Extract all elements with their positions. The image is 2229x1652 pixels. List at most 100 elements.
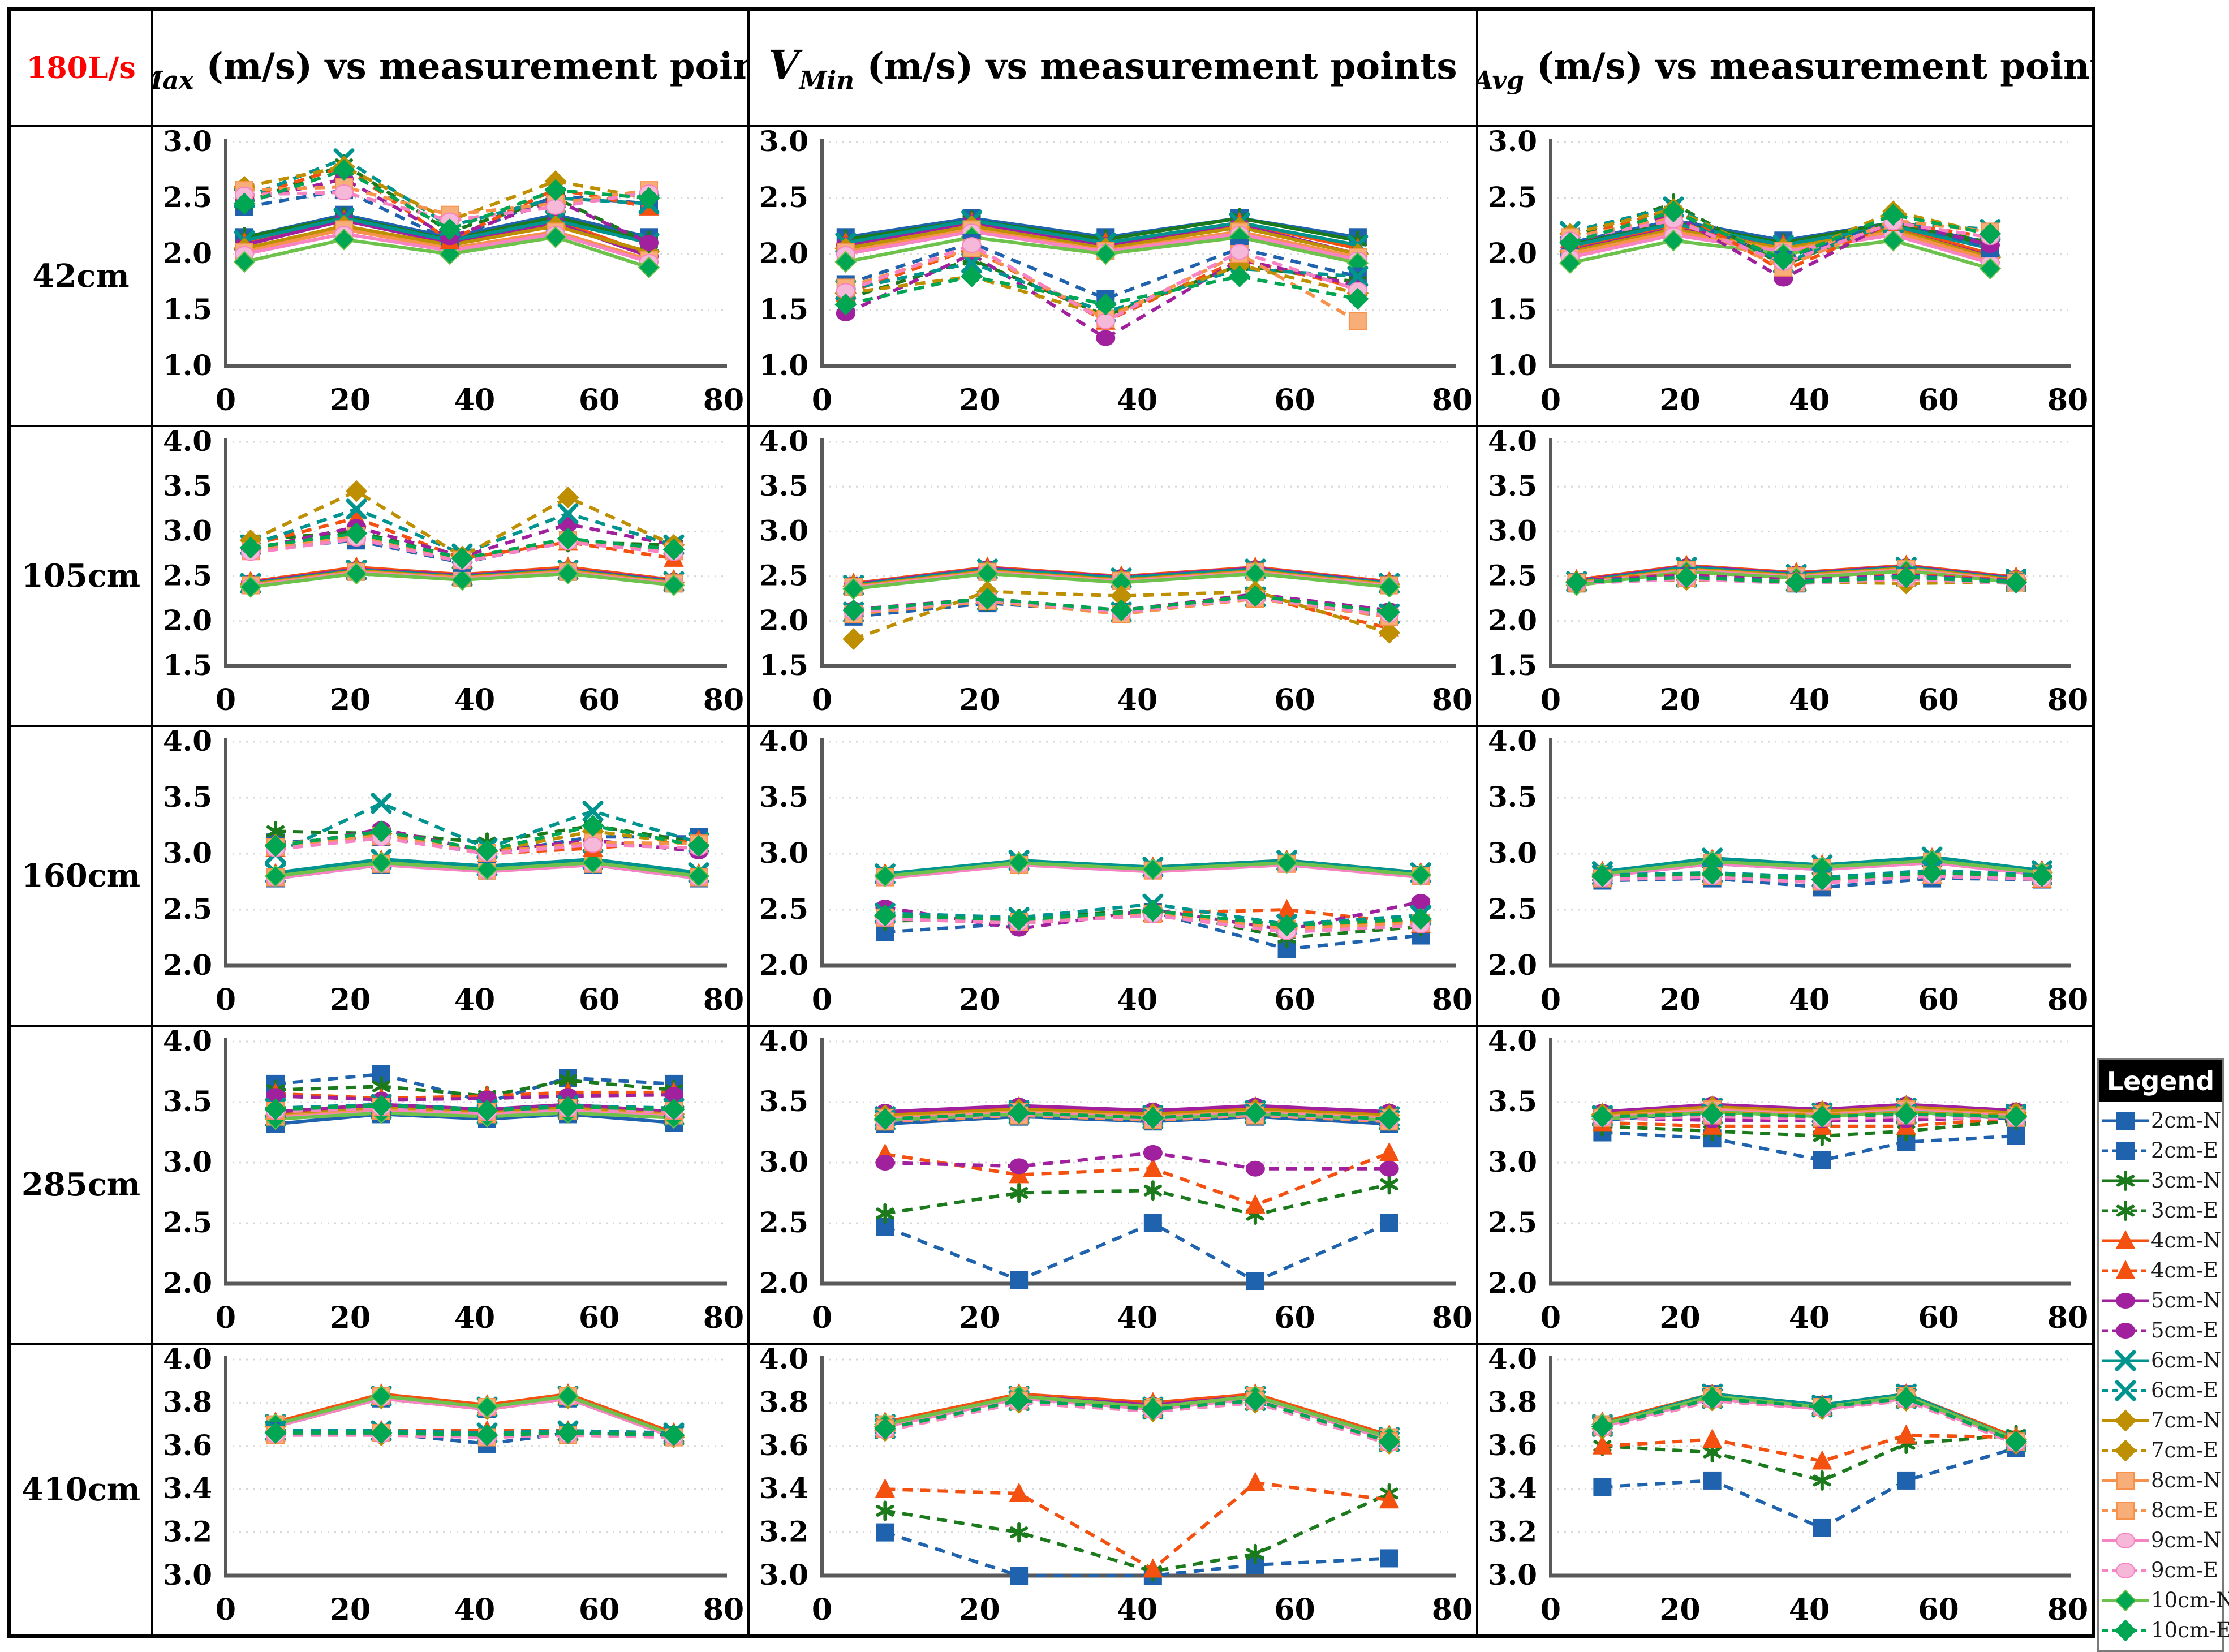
legend-swatch-6cm-E <box>2102 1380 2149 1401</box>
row-label-160cm: 160cm <box>11 727 153 1027</box>
legend-swatch-8cm-N <box>2102 1471 2149 1490</box>
svg-text:0: 0 <box>1540 683 1561 717</box>
legend-swatch-5cm-N <box>2102 1292 2149 1309</box>
legend-item-7cm-N: 7cm-N <box>2101 1405 2221 1435</box>
svg-text:4.0: 4.0 <box>759 1027 808 1057</box>
svg-text:2.5: 2.5 <box>1488 1206 1537 1239</box>
column-header-vmin: VMin (m/s) vs measurement points <box>750 11 1478 127</box>
legend-item-8cm-E: 8cm-E <box>2101 1495 2220 1525</box>
svg-text:20: 20 <box>330 1593 371 1627</box>
svg-text:3.0: 3.0 <box>759 1558 808 1591</box>
chart-105cm-vavg: 1.5 2.0 2.5 3.0 3.5 4.0 0 20 40 60 80 <box>1478 427 2092 727</box>
chart-canvas-160cm-vmax: 2.0 2.5 3.0 3.5 4.0 0 20 40 60 80 <box>163 727 744 1017</box>
svg-text:40: 40 <box>1117 1593 1157 1627</box>
svg-text:4.0: 4.0 <box>759 427 808 458</box>
legend-swatch-5cm-E <box>2102 1322 2149 1339</box>
svg-text:3.4: 3.4 <box>1488 1472 1537 1505</box>
legend-box: Legend 2cm-N 2cm-E 3cm-N 3cm-E 4cm-N 4cm-E 5cm… <box>2097 1058 2229 1652</box>
legend-swatch-4cm-E <box>2102 1259 2149 1279</box>
svg-text:40: 40 <box>1789 383 1830 418</box>
chart-grid-table: 180L/s VMax (m/s) vs measurement points … <box>7 7 2095 1638</box>
legend-label-9cm-E: 9cm-E <box>2151 1558 2218 1582</box>
chart-285cm-vmax: 2.0 2.5 3.0 3.5 4.0 0 20 40 60 80 <box>153 1027 750 1345</box>
svg-text:0: 0 <box>216 1301 236 1335</box>
svg-text:60: 60 <box>1274 983 1315 1017</box>
legend-label-6cm-N: 6cm-N <box>2151 1348 2222 1373</box>
legend-label-4cm-E: 4cm-E <box>2151 1258 2218 1283</box>
svg-text:0: 0 <box>812 683 832 717</box>
chart-285cm-vmin: 2.0 2.5 3.0 3.5 4.0 0 20 40 60 80 <box>750 1027 1478 1345</box>
legend-label-10cm-N: 10cm-N <box>2151 1588 2229 1612</box>
svg-text:40: 40 <box>454 983 495 1017</box>
svg-text:20: 20 <box>1659 383 1700 418</box>
svg-text:80: 80 <box>1432 983 1473 1017</box>
svg-text:1.5: 1.5 <box>1488 648 1537 682</box>
svg-text:3.6: 3.6 <box>759 1429 808 1462</box>
svg-text:3.2: 3.2 <box>163 1515 212 1548</box>
legend-swatch-6cm-N <box>2102 1350 2149 1371</box>
legend-swatch-4cm-N <box>2102 1229 2149 1249</box>
chart-410cm-vavg: 3.0 3.2 3.4 3.6 3.8 4.0 0 20 40 60 80 <box>1478 1345 2092 1634</box>
column-title-vavg: VAvg (m/s) vs measurement points <box>1478 45 2092 95</box>
chart-canvas-105cm-vmax: 1.5 2.0 2.5 3.0 3.5 4.0 0 20 40 60 80 <box>163 427 744 717</box>
legend-label-8cm-N: 8cm-N <box>2151 1468 2222 1492</box>
svg-text:60: 60 <box>1274 383 1315 418</box>
svg-text:1.0: 1.0 <box>163 349 212 382</box>
svg-text:2.0: 2.0 <box>1488 604 1537 637</box>
svg-text:2.0: 2.0 <box>759 236 808 270</box>
svg-text:60: 60 <box>579 983 619 1017</box>
svg-text:0: 0 <box>812 1593 832 1627</box>
svg-text:2.5: 2.5 <box>1488 180 1537 214</box>
chart-canvas-285cm-vavg: 2.0 2.5 3.0 3.5 4.0 0 20 40 60 80 <box>1488 1027 2088 1335</box>
svg-text:20: 20 <box>959 983 1000 1017</box>
legend-label-3cm-E: 3cm-E <box>2151 1198 2218 1223</box>
svg-text:0: 0 <box>1540 1593 1561 1627</box>
svg-text:20: 20 <box>959 1301 1000 1335</box>
svg-text:3.5: 3.5 <box>759 469 808 502</box>
svg-text:0: 0 <box>1540 983 1561 1017</box>
svg-text:2.0: 2.0 <box>163 236 212 270</box>
chart-canvas-160cm-vavg: 2.0 2.5 3.0 3.5 4.0 0 20 40 60 80 <box>1488 727 2088 1017</box>
legend-swatch-3cm-N <box>2102 1170 2149 1191</box>
svg-text:80: 80 <box>703 1593 744 1627</box>
legend-label-5cm-N: 5cm-N <box>2151 1288 2222 1313</box>
svg-text:0: 0 <box>216 1593 236 1627</box>
svg-text:3.0: 3.0 <box>163 514 212 547</box>
legend-swatch-7cm-N <box>2102 1409 2149 1431</box>
svg-text:40: 40 <box>1789 683 1830 717</box>
legend-item-4cm-N: 4cm-N <box>2101 1225 2221 1255</box>
chart-160cm-vmax: 2.0 2.5 3.0 3.5 4.0 0 20 40 60 80 <box>153 727 750 1027</box>
legend-swatch-2cm-E <box>2102 1141 2149 1160</box>
svg-text:4.0: 4.0 <box>163 427 212 458</box>
svg-text:3.0: 3.0 <box>759 836 808 870</box>
legend-swatch-9cm-N <box>2102 1532 2149 1548</box>
chart-160cm-vmin: 2.0 2.5 3.0 3.5 4.0 0 20 40 60 80 <box>750 727 1478 1027</box>
chart-canvas-410cm-vavg: 3.0 3.2 3.4 3.6 3.8 4.0 0 20 40 60 80 <box>1488 1345 2088 1627</box>
svg-text:0: 0 <box>216 983 236 1017</box>
column-title-vmax: VMax (m/s) vs measurement points <box>153 45 750 95</box>
svg-text:3.0: 3.0 <box>759 127 808 158</box>
svg-text:80: 80 <box>703 1301 744 1335</box>
chart-canvas-410cm-vmax: 3.0 3.2 3.4 3.6 3.8 4.0 0 20 40 60 80 <box>163 1345 744 1627</box>
svg-text:1.5: 1.5 <box>1488 292 1537 326</box>
svg-text:1.5: 1.5 <box>759 292 808 326</box>
svg-text:0: 0 <box>812 1301 832 1335</box>
svg-text:4.0: 4.0 <box>1488 1345 1537 1375</box>
svg-text:3.8: 3.8 <box>1488 1385 1537 1418</box>
svg-text:80: 80 <box>1432 683 1473 717</box>
svg-text:2.0: 2.0 <box>163 604 212 637</box>
svg-text:4.0: 4.0 <box>1488 1027 1537 1057</box>
legend-item-3cm-N: 3cm-N <box>2101 1165 2221 1195</box>
svg-text:3.5: 3.5 <box>1488 469 1537 502</box>
legend-item-5cm-N: 5cm-N <box>2101 1285 2222 1315</box>
svg-text:3.2: 3.2 <box>759 1515 808 1548</box>
legend-swatch-7cm-E <box>2102 1439 2149 1461</box>
svg-text:0: 0 <box>216 683 236 717</box>
legend-swatch-3cm-E <box>2102 1200 2149 1221</box>
svg-text:80: 80 <box>1432 1593 1473 1627</box>
legend-item-3cm-E: 3cm-E <box>2101 1195 2220 1225</box>
legend-item-5cm-E: 5cm-E <box>2101 1315 2220 1345</box>
legend-item-9cm-N: 9cm-N <box>2101 1525 2221 1555</box>
legend-swatch-10cm-N <box>2102 1589 2149 1611</box>
svg-text:60: 60 <box>1918 1301 1959 1335</box>
